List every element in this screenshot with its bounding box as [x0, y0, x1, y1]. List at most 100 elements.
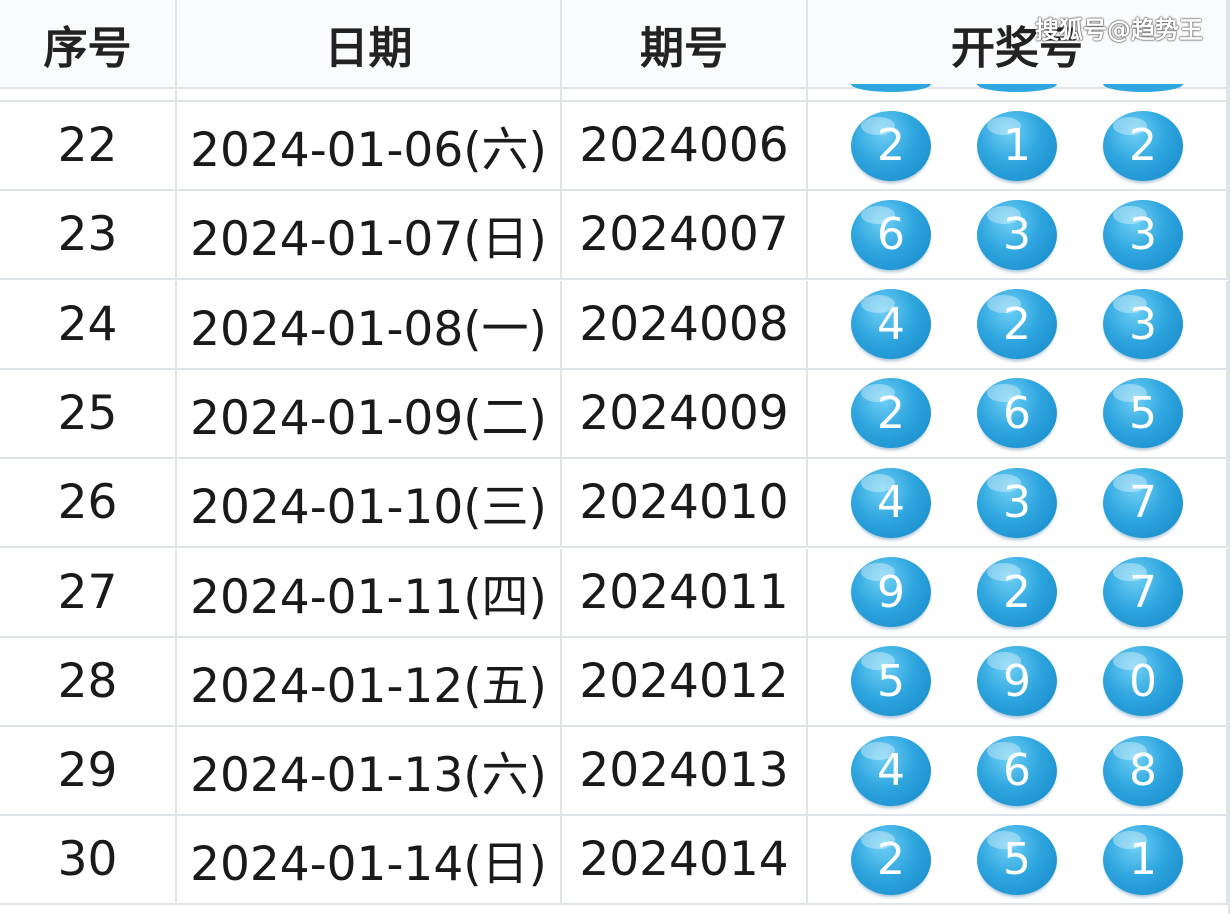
number-ball: 6 [851, 199, 931, 270]
table-row: 22 2024-01-06(六) 2024006 2 1 2 [0, 102, 1228, 191]
ball-icon [851, 84, 931, 92]
date-cell: 2024-01-06(六) [177, 102, 562, 189]
index-cell: 23 [0, 191, 177, 279]
issue-cell: 2024011 [562, 548, 808, 636]
index-cell: 25 [0, 369, 177, 457]
number-ball: 3 [977, 467, 1057, 538]
issue-cell: 2024014 [562, 816, 808, 904]
number-ball: 1 [1103, 824, 1183, 895]
header-issue: 期号 [562, 0, 808, 87]
ball-number: 5 [1129, 387, 1157, 439]
ball-number: 7 [1129, 566, 1157, 618]
numbers-cell: 4 2 3 [808, 280, 1228, 368]
ball-number: 5 [1003, 834, 1031, 886]
number-ball: 2 [977, 557, 1057, 627]
number-ball: 6 [977, 735, 1057, 806]
number-ball: 3 [1103, 289, 1183, 360]
numbers-cell: 6 3 3 [808, 191, 1228, 279]
issue-cell: 2024012 [562, 637, 808, 725]
table-row: 26 2024-01-10(三) 2024010 4 3 7 [0, 459, 1228, 549]
date-cell: 2024-01-08(一) [177, 280, 562, 368]
ball-number: 4 [877, 298, 905, 350]
ball-number: 3 [1129, 209, 1157, 261]
number-ball: 2 [851, 824, 931, 895]
ball-number: 8 [1129, 745, 1157, 797]
table-row: 30 2024-01-14(日) 2024014 2 5 1 [0, 816, 1228, 906]
partial-cell [562, 89, 808, 100]
ball-number: 2 [1129, 120, 1157, 171]
number-ball: 2 [977, 289, 1057, 360]
index-cell: 28 [0, 637, 177, 725]
numbers-cell: 4 3 7 [808, 459, 1228, 547]
watermark: 搜狐号@趋势王 [1035, 16, 1203, 44]
number-ball: 7 [1103, 557, 1183, 627]
number-ball: 3 [1103, 199, 1183, 270]
date-cell: 2024-01-12(五) [177, 637, 562, 725]
ball-number: 0 [1129, 655, 1157, 707]
ball-number: 3 [1003, 477, 1031, 529]
number-ball: 7 [1103, 467, 1183, 538]
header-date: 日期 [177, 0, 562, 87]
numbers-cell: 2 5 1 [808, 816, 1228, 904]
numbers-cell: 4 6 8 [808, 727, 1228, 815]
date-cell: 2024-01-07(日) [177, 191, 562, 279]
number-ball: 1 [977, 110, 1057, 181]
numbers-cell: 2 6 5 [808, 369, 1228, 457]
numbers-cell: 5 9 0 [808, 637, 1228, 725]
ball-icon [1103, 84, 1183, 92]
table-row: 27 2024-01-11(四) 2024011 9 2 7 [0, 548, 1228, 638]
partial-cell [177, 89, 562, 100]
ball-number: 7 [1129, 477, 1157, 529]
ball-number: 2 [1003, 566, 1031, 618]
issue-cell: 2024007 [562, 191, 808, 279]
number-ball: 0 [1103, 646, 1183, 717]
ball-number: 2 [1003, 298, 1031, 350]
ball-number: 5 [877, 655, 905, 707]
header-numbers: 开奖号 [808, 0, 1228, 87]
date-cell: 2024-01-14(日) [177, 816, 562, 904]
table-row: 29 2024-01-13(六) 2024013 4 6 8 [0, 727, 1228, 817]
ball-number: 1 [1003, 120, 1031, 171]
number-ball: 8 [1103, 735, 1183, 806]
number-ball: 3 [977, 199, 1057, 270]
issue-cell: 2024013 [562, 727, 808, 815]
issue-cell: 2024010 [562, 459, 808, 547]
number-ball: 5 [851, 646, 931, 717]
date-cell: 2024-01-13(六) [177, 727, 562, 815]
numbers-cell: 2 1 2 [808, 102, 1228, 189]
index-cell: 24 [0, 280, 177, 368]
ball-number: 2 [877, 834, 905, 886]
table-row: 23 2024-01-07(日) 2024007 6 3 3 [0, 191, 1228, 281]
issue-cell: 2024006 [562, 102, 808, 189]
ball-number: 6 [1003, 745, 1031, 797]
table-border [1228, 0, 1230, 914]
number-ball: 4 [851, 467, 931, 538]
partial-previous-row [0, 84, 1228, 102]
ball-number: 4 [877, 745, 905, 797]
index-cell: 22 [0, 102, 177, 189]
table-row: 24 2024-01-08(一) 2024008 4 2 3 [0, 280, 1228, 370]
header-index: 序号 [0, 0, 177, 87]
ball-number: 1 [1129, 834, 1157, 886]
ball-icon [977, 84, 1057, 92]
table-row: 25 2024-01-09(二) 2024009 2 6 5 [0, 369, 1228, 459]
ball-number: 3 [1003, 209, 1031, 261]
numbers-cell: 9 2 7 [808, 548, 1228, 636]
ball-number: 2 [877, 120, 905, 171]
number-ball: 9 [977, 646, 1057, 717]
number-ball: 4 [851, 735, 931, 806]
ball-number: 2 [877, 387, 905, 439]
number-ball: 2 [851, 378, 931, 449]
ball-number: 9 [877, 566, 905, 618]
number-ball: 2 [1103, 110, 1183, 181]
ball-number: 6 [1003, 387, 1031, 439]
number-ball: 5 [1103, 378, 1183, 449]
number-ball: 2 [851, 110, 931, 181]
number-ball: 4 [851, 289, 931, 360]
table-row: 28 2024-01-12(五) 2024012 5 9 0 [0, 637, 1228, 727]
ball-number: 4 [877, 477, 905, 529]
ball-number: 9 [1003, 655, 1031, 707]
issue-cell: 2024008 [562, 280, 808, 368]
partial-cell [808, 84, 1228, 100]
date-cell: 2024-01-10(三) [177, 459, 562, 547]
